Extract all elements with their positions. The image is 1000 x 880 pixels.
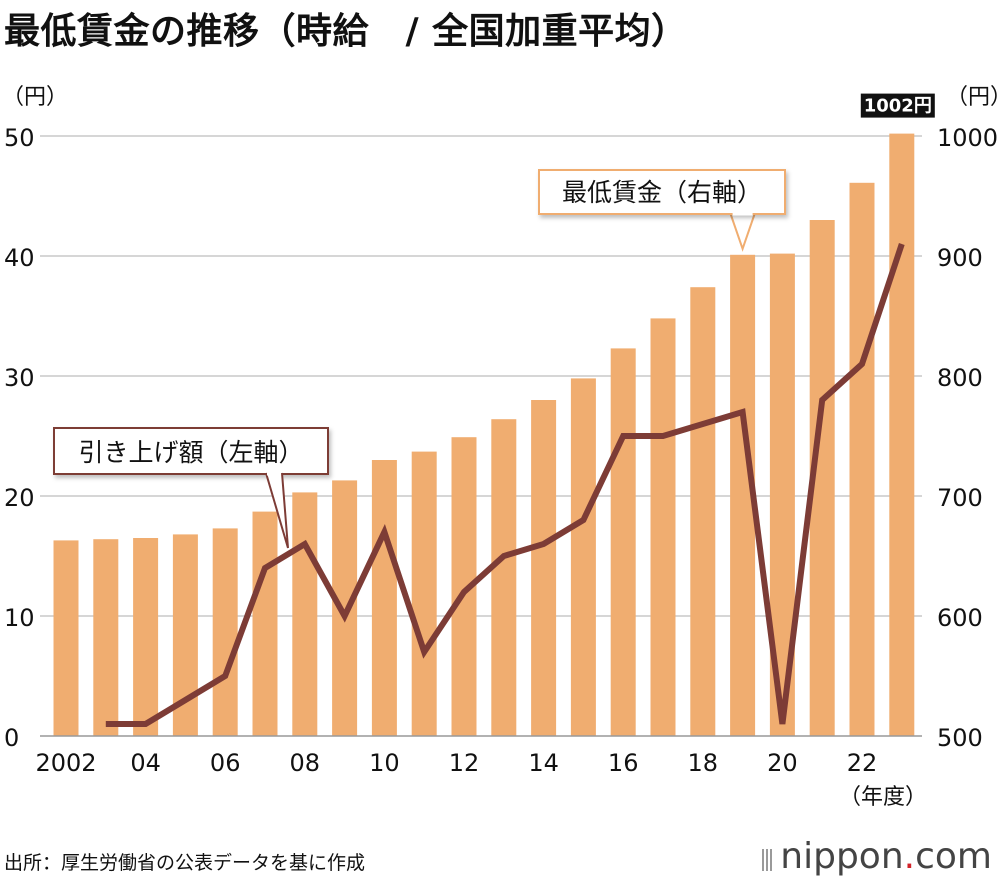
x-tick-label: 16 xyxy=(608,749,639,777)
x-axis-unit: （年度） xyxy=(839,785,927,810)
brand-logo: nippon.com xyxy=(762,836,992,879)
bar-callout-box xyxy=(538,169,786,215)
bar-2010 xyxy=(371,460,397,736)
bar-2013 xyxy=(491,419,517,736)
bar-2002 xyxy=(53,540,79,736)
bar-2018 xyxy=(690,287,716,736)
left-tick-label: 20 xyxy=(4,484,35,512)
line-callout-pointer xyxy=(265,472,289,549)
right-tick-label: 800 xyxy=(937,364,983,392)
right-tick-label: 1000 xyxy=(937,124,998,152)
right-tick-label: 500 xyxy=(937,724,983,752)
line-series xyxy=(105,243,905,727)
bar-series xyxy=(53,133,915,737)
x-axis: 2002 04 06 08 10 12 14 16 18 20 22 （年度） xyxy=(35,749,927,810)
left-tick-label: 10 xyxy=(4,604,35,632)
x-tick-label: 06 xyxy=(210,749,241,777)
bar-2015 xyxy=(570,378,596,736)
x-tick-label: 18 xyxy=(688,749,719,777)
brand-suffix: com xyxy=(915,836,992,877)
source-note: 出所：厚生労働省の公表データを基に作成 xyxy=(4,852,366,874)
last-value-badge: 1002円 xyxy=(864,96,932,117)
brand-name: nippon xyxy=(780,836,904,877)
left-axis-unit: （円） xyxy=(2,85,68,110)
brand-mark-icon xyxy=(762,838,774,879)
bar-callout-pointer xyxy=(729,213,756,252)
bar-2014 xyxy=(531,400,557,736)
x-tick-label: 20 xyxy=(767,749,798,777)
left-tick-label: 30 xyxy=(4,364,35,392)
left-tick-label: 0 xyxy=(4,724,19,752)
line-callout-box xyxy=(53,427,329,475)
right-tick-label: 600 xyxy=(937,604,983,632)
x-tick-label: 22 xyxy=(847,749,878,777)
bar-callout-label: 最低賃金（右軸） xyxy=(562,178,762,207)
right-tick-label: 700 xyxy=(937,484,983,512)
bar-2011 xyxy=(411,451,437,736)
bar-2009 xyxy=(332,480,358,736)
chart-title: 最低賃金の推移（時給 / 全国加重平均） xyxy=(4,11,688,52)
bar-2007 xyxy=(252,511,278,736)
brand-dot: . xyxy=(903,836,916,877)
x-tick-label: 04 xyxy=(130,749,161,777)
x-tick-label: 12 xyxy=(449,749,480,777)
bar-2023 xyxy=(889,133,915,737)
last-value-badge-bg xyxy=(860,93,935,118)
bar-2008 xyxy=(292,492,318,736)
x-tick-label: 10 xyxy=(369,749,400,777)
right-axis-unit: （円） xyxy=(946,85,1000,110)
left-axis: 0 10 20 30 40 50 （円） xyxy=(2,85,68,752)
bar-2022 xyxy=(849,182,875,737)
left-tick-label: 40 xyxy=(4,244,35,272)
bar-2006 xyxy=(212,528,238,736)
bar-2004 xyxy=(133,538,159,736)
line-callout-label: 引き上げ額（左軸） xyxy=(78,438,303,467)
bar-2016 xyxy=(610,348,636,736)
left-tick-label: 50 xyxy=(4,124,35,152)
bar-2003 xyxy=(93,539,119,736)
bar-2017 xyxy=(650,318,676,736)
x-tick-label: 2002 xyxy=(35,749,96,777)
right-axis: 500 600 700 800 900 1000 （円） xyxy=(937,85,1000,752)
right-tick-label: 900 xyxy=(937,244,983,272)
x-tick-label: 14 xyxy=(528,749,559,777)
x-tick-label: 08 xyxy=(290,749,321,777)
